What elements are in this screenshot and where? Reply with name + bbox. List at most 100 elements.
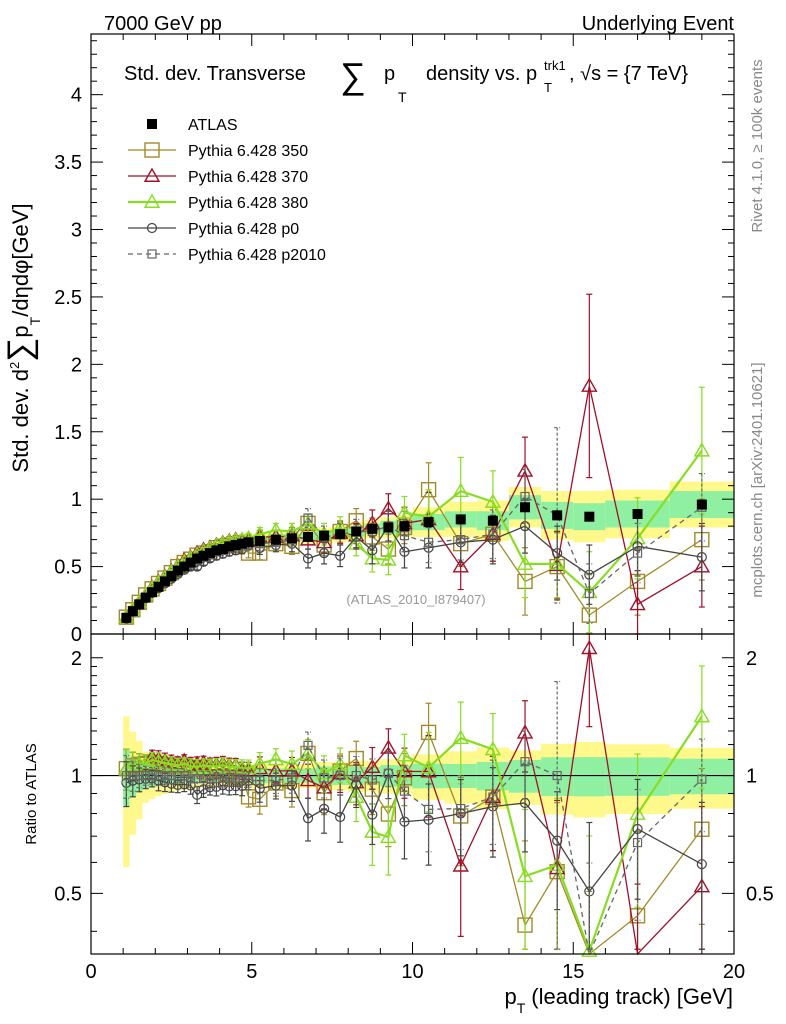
data-point [584, 511, 595, 522]
ylabel-t: T [27, 316, 43, 325]
title-sum-symbol: ∑ [340, 55, 366, 96]
series-point [581, 377, 598, 392]
data-point [303, 531, 314, 542]
series-point [452, 558, 469, 573]
ratio-series-point [134, 770, 144, 781]
ratio-series-point [364, 758, 381, 774]
ratio-series-point [303, 740, 313, 750]
data-point [399, 521, 410, 532]
ratio-y-axis-label: Ratio to ATLAS [23, 743, 40, 844]
analysis-watermark: (ATLAS_2010_I879407) [346, 592, 485, 607]
ratio-series-point [423, 814, 434, 825]
legend-marker [147, 249, 157, 259]
legend-marker [144, 142, 160, 158]
y-tick-label: 0.5 [54, 557, 82, 579]
ratio-series-point [224, 773, 234, 783]
plot-title: Std. dev. Transverse ∑ p T density vs. p… [124, 55, 688, 105]
series-point [520, 491, 530, 502]
series-point [452, 482, 469, 498]
ratio-series-point [127, 775, 138, 786]
data-point [335, 529, 346, 540]
data-point [552, 510, 563, 521]
data-point [286, 533, 297, 544]
y-tick-label: 2 [71, 354, 82, 376]
data-point [520, 502, 531, 513]
ratio-series-point [452, 729, 469, 744]
ratio-series-point [218, 773, 228, 783]
ratio-series-point [396, 747, 413, 762]
ratio-series-point [128, 770, 138, 781]
header-right: Underlying Event [582, 13, 735, 35]
ratio-series-point [231, 773, 241, 783]
ratio-series-point [147, 770, 157, 781]
ratio-series-point [166, 770, 176, 781]
data-point [367, 523, 378, 534]
data-point [127, 606, 138, 617]
ratio-axes: 0 5 10 15 20 0.5 0.5 1 1 2 2 [54, 634, 774, 983]
ratio-series-point [186, 774, 196, 784]
legend: ATLAS Pythia 6.428 350 Pythia 6.428 370 Pyt… [128, 117, 326, 264]
legend-label: Pythia 6.428 380 [188, 195, 308, 212]
svg-text:Std. dev. d2∑pT/dηdφ[GeV]: Std. dev. d2∑pT/dηdφ[GeV] [1, 203, 43, 472]
series-point [396, 504, 413, 519]
ratio-series [118, 633, 711, 957]
data-point [319, 530, 330, 541]
ratio-series-point [696, 859, 707, 870]
data-point [179, 561, 190, 572]
ylabel-b: /dηdφ[GeV] [8, 203, 33, 316]
x-axis-label: pT (leading track) [GeV] [504, 984, 733, 1016]
y-tick-label: 2.5 [54, 287, 82, 309]
ratio-y-tick-label: 2 [71, 648, 82, 670]
ratio-series-point [287, 773, 297, 783]
xlabel-t: T [517, 1000, 526, 1016]
ratio-y-tick-label: 1 [71, 766, 82, 788]
ratio-series-point [632, 823, 643, 835]
ratio-series-point [198, 784, 209, 795]
title-text-b: density vs. p [426, 63, 537, 85]
title-t-sub-2: T [544, 80, 552, 95]
ratio-series-point [351, 770, 361, 781]
series-point [367, 545, 378, 556]
ratio-series-3 [121, 750, 707, 950]
ratio-series-line [126, 743, 703, 957]
title-p: p [384, 63, 395, 85]
ratio-series-point [141, 770, 151, 781]
ratio-series-point [160, 770, 170, 781]
ratio-series-point [420, 759, 437, 774]
ratio-series-4 [121, 680, 707, 957]
series-point [632, 548, 643, 558]
series-point [488, 529, 498, 539]
ratio-series-point [211, 773, 221, 783]
xlabel-p: p [504, 984, 516, 1009]
ratio-series-point [697, 774, 707, 784]
ratio-series-point [237, 773, 247, 783]
series-point [696, 552, 707, 563]
ratio-series-point [173, 770, 183, 781]
data-point [192, 553, 203, 564]
data-point [237, 538, 248, 549]
ylabel-sum: ∑ [1, 338, 39, 362]
ratio-series-point [581, 639, 598, 655]
ratio-series-point [267, 750, 285, 766]
ratio-series-point [255, 775, 265, 786]
ratio-series-point [319, 773, 329, 783]
x-tick-label: 15 [562, 961, 584, 983]
ratio-series-point [121, 770, 131, 781]
ratio-y-tick-label-right: 1 [746, 766, 757, 788]
y-axis-label: Std. dev. d2∑pT/dηdφ[GeV] [1, 203, 43, 472]
series-point [423, 537, 434, 547]
x-tick-label: 20 [723, 961, 745, 983]
data-point [351, 526, 362, 537]
data-point [204, 548, 215, 559]
ratio-series-point [179, 770, 189, 781]
series-point [380, 551, 397, 566]
data-point [230, 540, 241, 551]
ratio-series-0 [118, 702, 710, 956]
data-point [159, 576, 170, 587]
data-point [211, 545, 222, 556]
svg-text:pT(leading track) [GeV]: pT (leading track) [GeV] [504, 984, 733, 1016]
ratio-series-point [302, 813, 314, 824]
ratio-series-point [335, 811, 346, 823]
ratio-series-point [552, 770, 562, 781]
